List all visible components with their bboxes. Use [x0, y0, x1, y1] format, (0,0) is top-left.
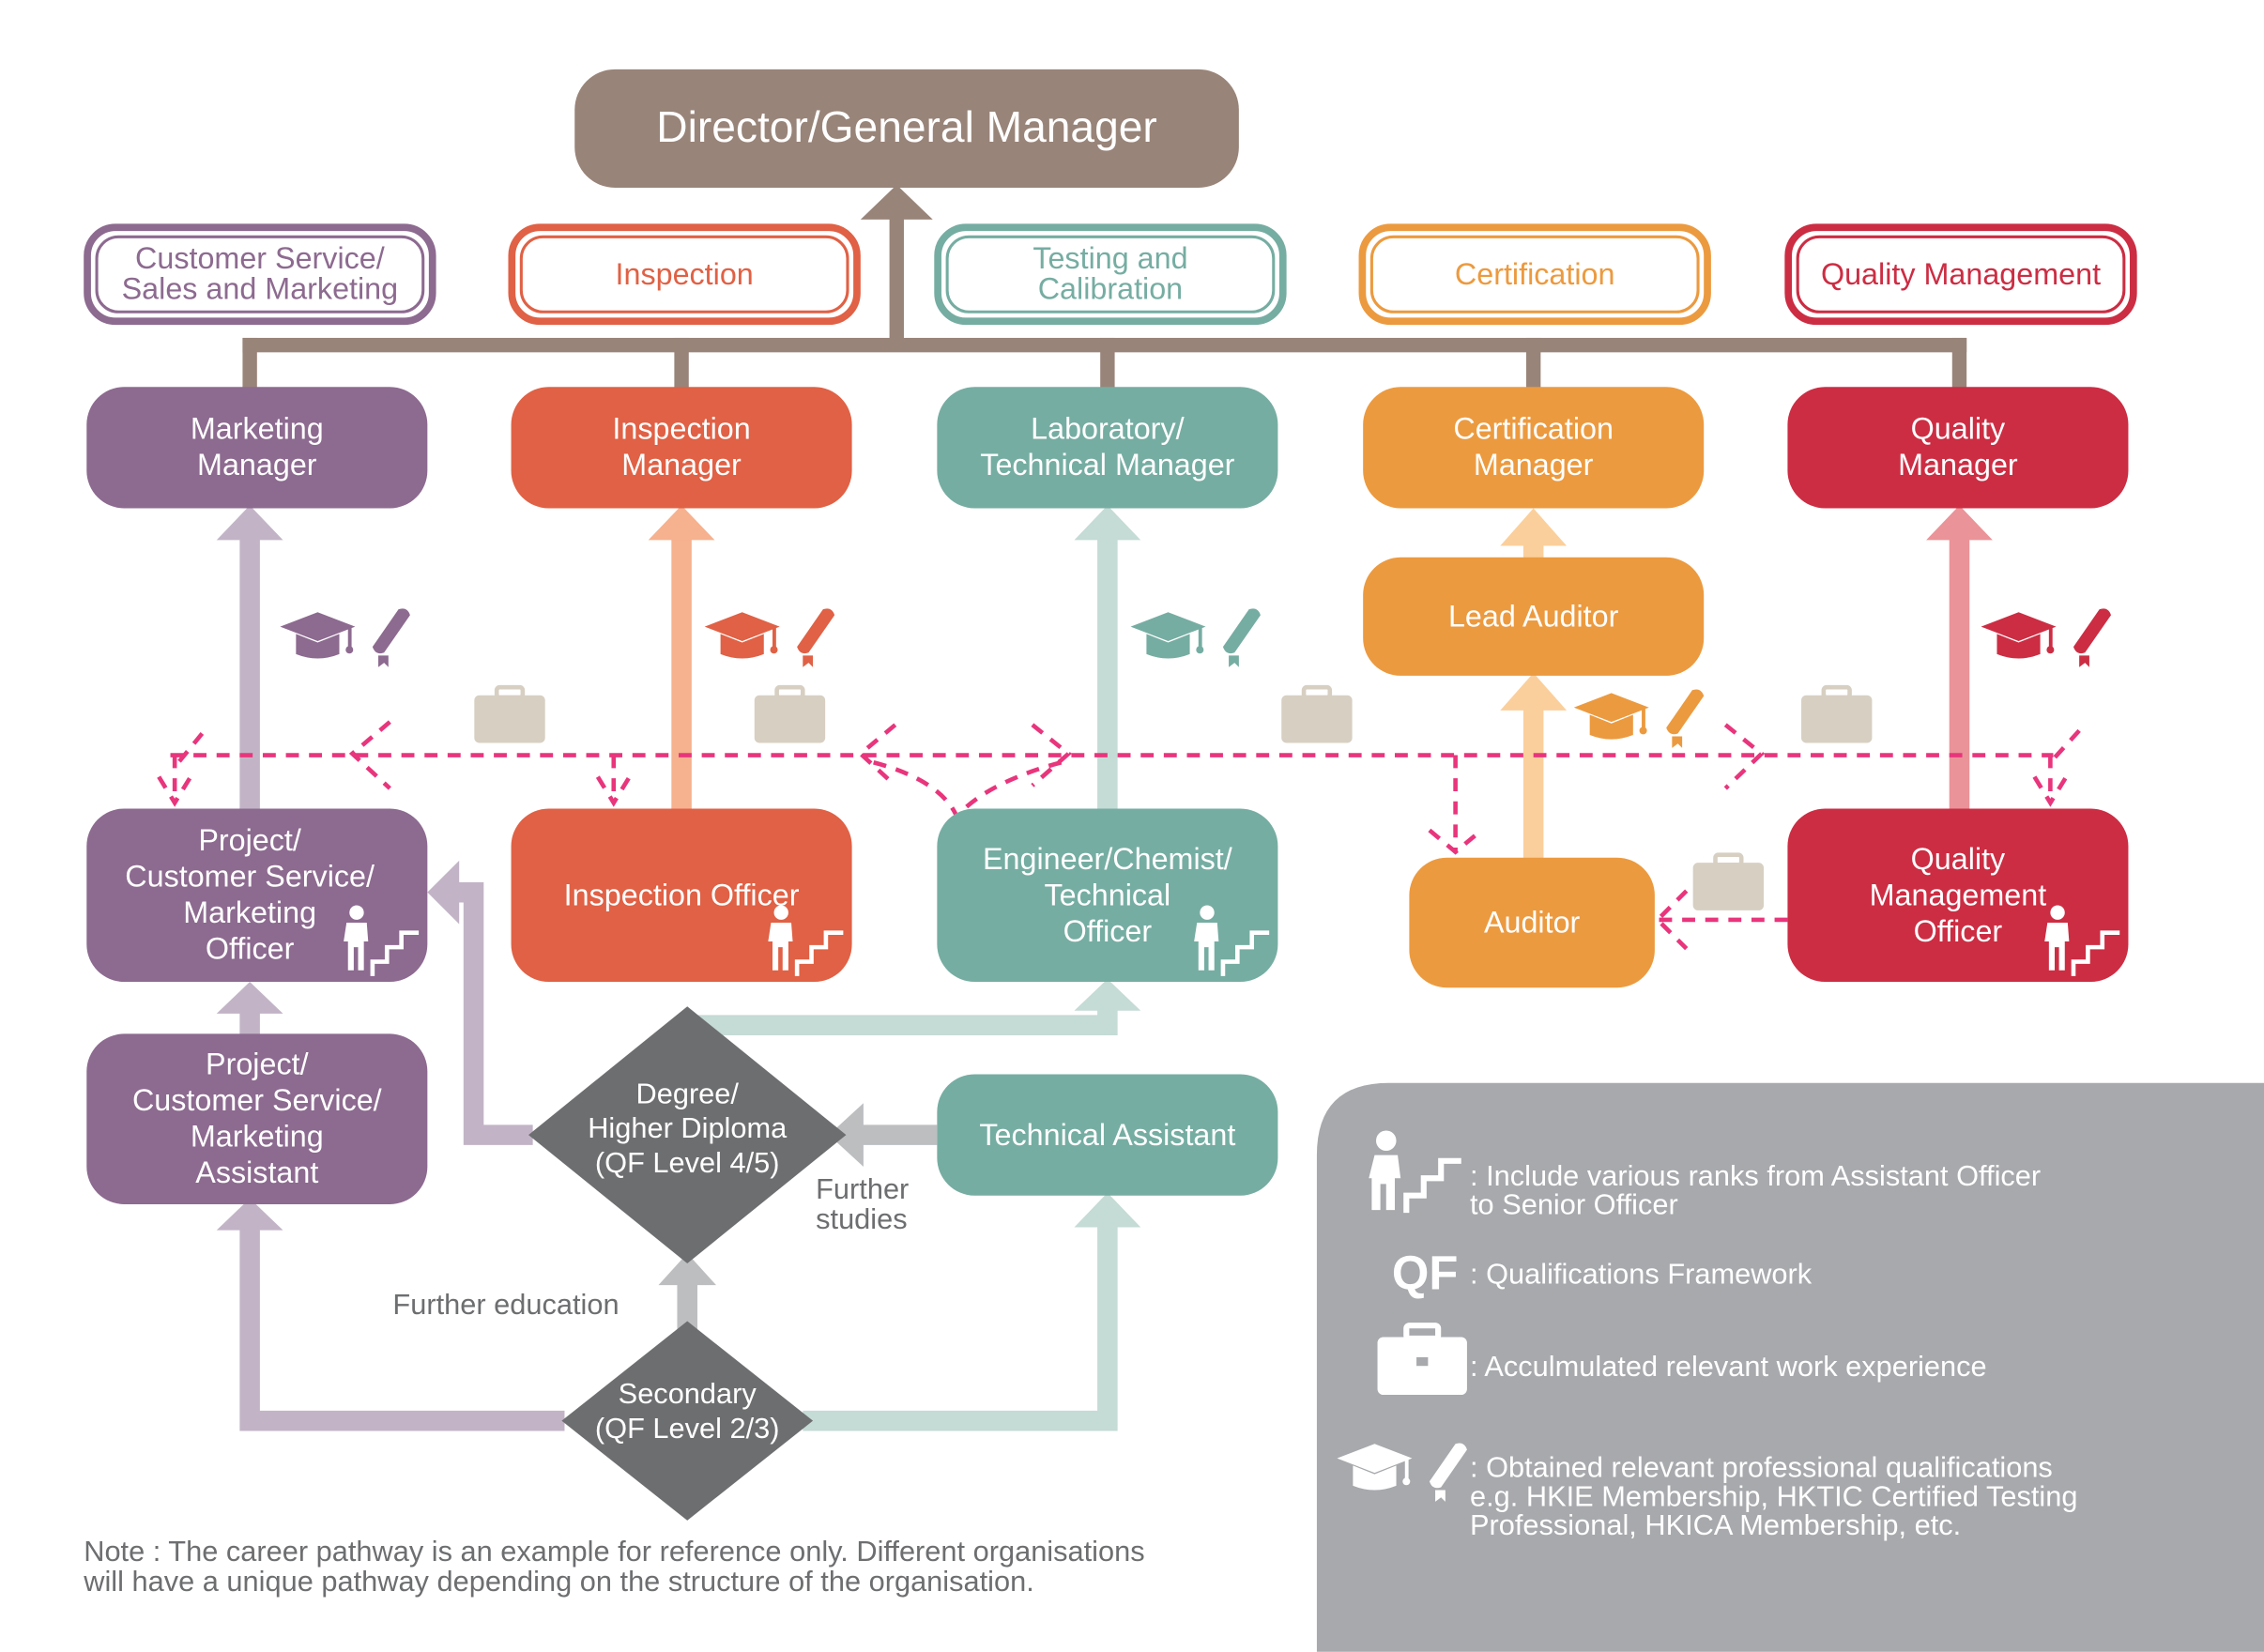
degree-label: Degree/ Higher Diploma (QF Level 4/5)	[588, 1078, 788, 1180]
work-experience-dashes	[157, 720, 2081, 951]
diploma-scroll-icon	[797, 608, 835, 667]
note-text: Note : The career pathway is an example …	[84, 1536, 1145, 1598]
legend-ranks-text: : Include various ranks from Assistant O…	[1469, 1160, 2042, 1222]
dept-certification: Certification	[1358, 223, 1711, 326]
legend-qf-text: : Qualifications Framework	[1469, 1259, 1813, 1292]
climbing-stairs-icon	[768, 905, 844, 976]
secondary-diamond	[561, 1321, 814, 1521]
auditor-box: Auditor	[1409, 857, 1655, 988]
lead-auditor-box: Lead Auditor	[1363, 557, 1705, 676]
project-customer-service-marketing-officer-box: Project/ Customer Service/ Marketing Off…	[86, 808, 428, 983]
diploma-scroll-icon	[1222, 608, 1261, 667]
legend-qualifications-text: : Obtained relevant professional qualifi…	[1469, 1452, 2078, 1542]
marketing-manager-box: Marketing Manager	[86, 387, 428, 509]
quality-management-officer-box: Quality Management Officer	[1787, 808, 2129, 983]
diploma-scroll-icon	[2073, 608, 2111, 667]
diploma-scroll-icon	[372, 608, 410, 667]
further-education-label: Further education	[392, 1289, 620, 1322]
inspection-manager-box: Inspection Manager	[511, 387, 852, 509]
diploma-scroll-icon	[1666, 689, 1705, 748]
climbing-stairs-icon	[1194, 905, 1270, 976]
graduation-cap-icon	[1981, 612, 2057, 659]
briefcase-icon	[475, 687, 544, 742]
engineer-chemist-technical-officer-box: Engineer/Chemist/ Technical Officer	[937, 808, 1278, 983]
dept-testing-calibration: Testing and Calibration	[934, 223, 1287, 326]
dept-inspection: Inspection	[508, 223, 861, 326]
climbing-stairs-icon	[1369, 1130, 1461, 1214]
inspection-officer-box: Inspection Officer	[511, 808, 852, 983]
education-arrowheads	[216, 860, 1141, 1286]
graduation-cap-icon	[1573, 693, 1649, 740]
education-paths	[239, 881, 1118, 1431]
technical-assistant-box: Technical Assistant	[937, 1074, 1278, 1196]
progress-arrows	[216, 505, 1993, 1040]
briefcase-icon	[756, 687, 825, 742]
qf-icon: QF	[1391, 1246, 1459, 1300]
dept-quality-management: Quality Management	[1784, 223, 2137, 326]
further-studies-label: Further studies	[816, 1173, 910, 1236]
project-customer-service-marketing-assistant-box: Project/ Customer Service/ Marketing Ass…	[86, 1033, 428, 1204]
briefcase-icon	[1802, 687, 1872, 742]
climbing-stairs-icon	[2044, 905, 2120, 976]
director-general-manager-box: Director/General Manager	[574, 69, 1239, 188]
legend-work-text: : Acculmulated relevant work experience	[1469, 1351, 1987, 1384]
briefcase-icon	[1282, 687, 1352, 742]
quality-manager-box: Quality Manager	[1787, 387, 2129, 509]
dept-customer-service-sales-marketing: Customer Service/ Sales and Marketing	[84, 223, 436, 326]
graduation-cap-icon	[1130, 612, 1206, 659]
graduation-cap-icon	[280, 612, 356, 659]
climbing-stairs-icon	[344, 905, 420, 976]
legend-panel	[1316, 1082, 2264, 1652]
secondary-label: Secondary (QF Level 2/3)	[594, 1379, 780, 1446]
org-connector	[242, 184, 1967, 396]
certification-manager-box: Certification Manager	[1363, 387, 1705, 509]
graduation-cap-icon	[704, 612, 780, 659]
laboratory-technical-manager-box: Laboratory/ Technical Manager	[937, 387, 1278, 509]
briefcase-icon	[1377, 1323, 1467, 1395]
briefcase-icon	[1693, 855, 1763, 910]
